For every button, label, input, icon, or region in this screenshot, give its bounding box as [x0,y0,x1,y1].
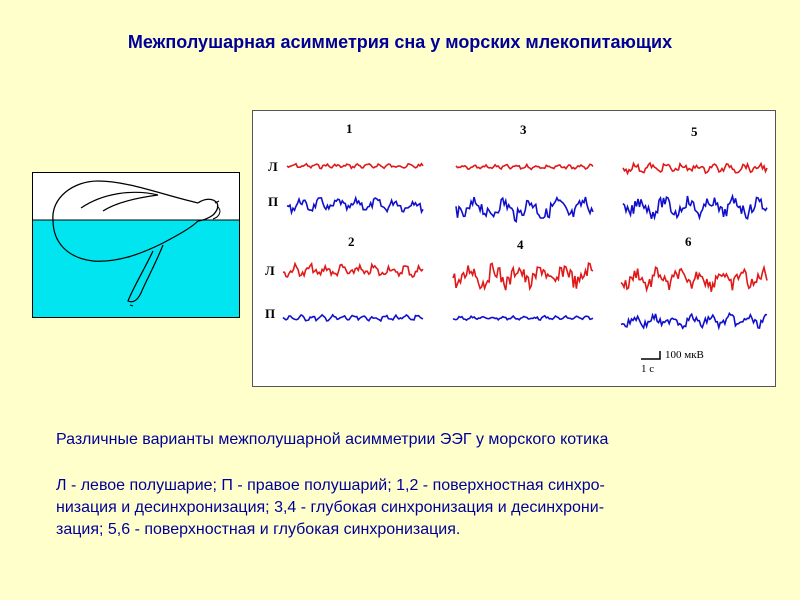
eeg-trace-1-right [286,195,424,216]
left-hemisphere-label-top: Л [268,159,278,174]
panel-number-5: 5 [691,124,698,139]
slide-title: Межполушарная асимметрия сна у морских м… [127,32,673,52]
eeg-trace-6-left [620,264,768,293]
figure-caption: Различные варианты межполушарной асиммет… [56,431,609,448]
panel-number-1: 1 [346,121,353,136]
eeg-trace-4-right [452,314,594,322]
eeg-trace-3-left [455,162,594,171]
panel-number-6: 6 [685,234,692,249]
right-hemisphere-label-bottom: П [265,306,276,321]
eeg-trace-5-left [622,161,768,176]
legend-line: низация и десинхронизация; 3,4 - глубока… [56,499,605,516]
panel-number-3: 3 [520,122,527,137]
eeg-recordings-panel: 1 3 5 2 4 6 Л П Л П 100 мкВ 1 с [252,110,776,387]
seal-illustration [32,172,240,318]
scale-bar [641,351,661,360]
figure-legend: Л - левое полушарие; П - правое полушари… [56,475,776,541]
eeg-trace-5-right [622,193,768,221]
eeg-trace-4-left [452,262,594,292]
eeg-trace-1-left [286,162,424,170]
scale-time-label: 1 с [641,363,655,375]
legend-line: зация; 5,6 - поверхностная и глубокая си… [56,521,461,538]
eeg-trace-2-right [282,313,424,323]
panel-number-4: 4 [517,237,524,252]
left-hemisphere-label-bottom: Л [265,263,275,278]
eeg-traces [282,161,768,360]
eeg-trace-2-left [282,261,424,279]
eeg-trace-6-right [620,311,768,331]
panel-number-2: 2 [348,234,355,249]
legend-line: Л - левое полушарие; П - правое полушари… [56,477,605,494]
right-hemisphere-label-top: П [268,194,279,209]
scale-amplitude-label: 100 мкВ [665,349,704,361]
eeg-trace-3-right [455,195,594,223]
